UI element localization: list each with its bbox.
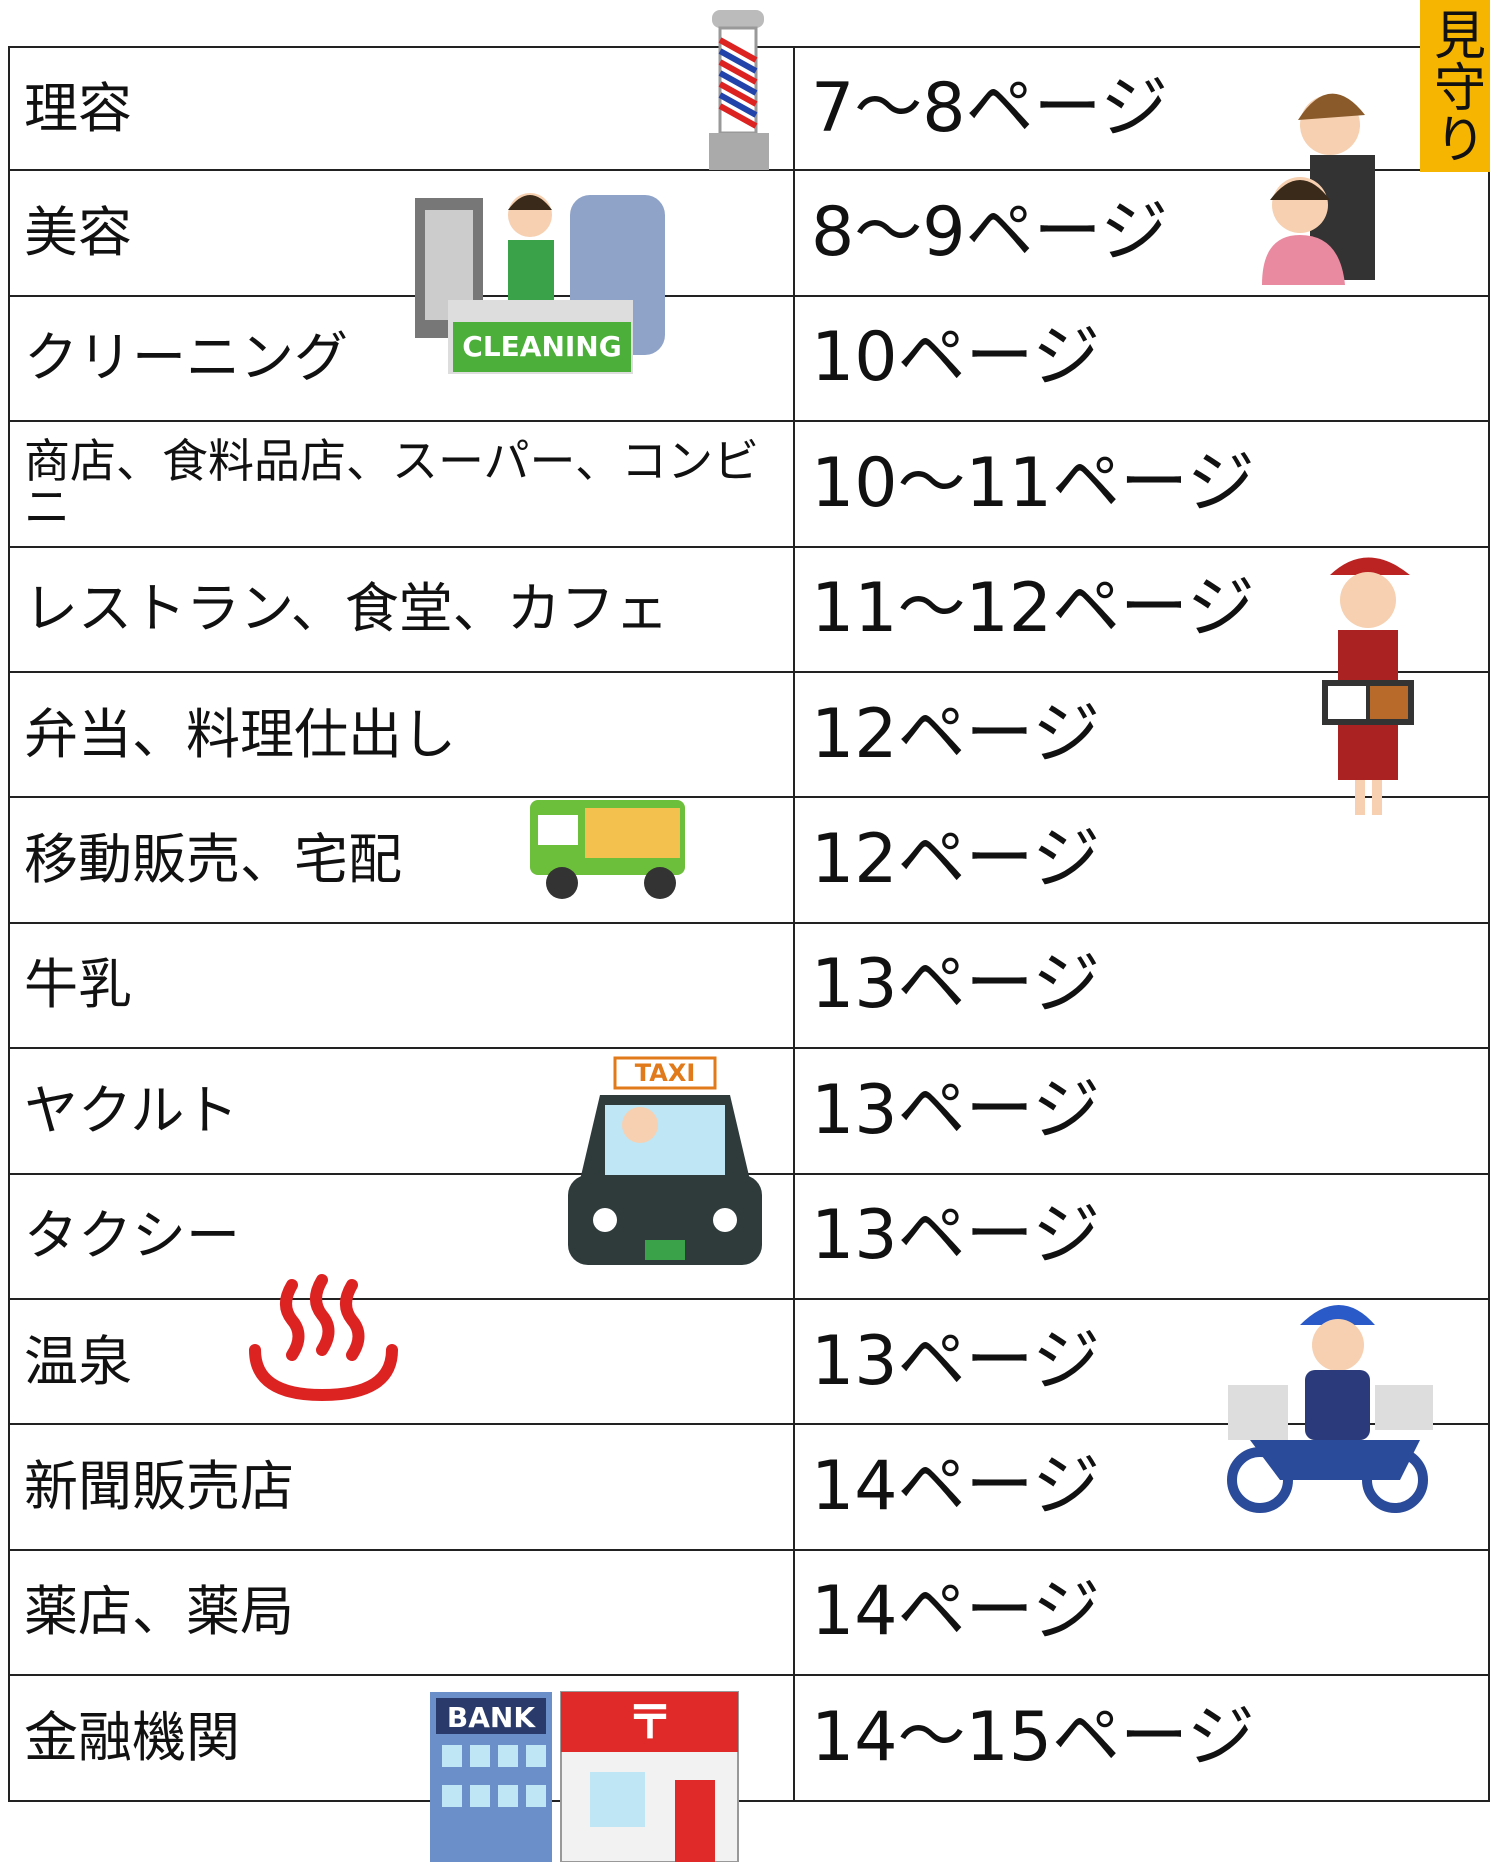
page-cell: 13ページ bbox=[793, 1298, 1490, 1426]
page-cell: 13ページ bbox=[793, 921, 1490, 1050]
service-cell: 新聞販売店 bbox=[8, 1423, 795, 1551]
service-cell: 薬店、薬局 bbox=[8, 1548, 795, 1677]
page-cell: 11～12ページ bbox=[793, 545, 1490, 673]
page-cell: 13ページ bbox=[793, 1172, 1490, 1300]
service-cell: 移動販売、宅配 bbox=[8, 796, 795, 924]
service-cell: レストラン、食堂、カフェ bbox=[8, 545, 795, 673]
page-cell: 14ページ bbox=[793, 1548, 1490, 1677]
service-cell: ヤクルト bbox=[8, 1047, 795, 1175]
service-cell: 牛乳 bbox=[8, 921, 795, 1050]
service-cell: 美容 bbox=[8, 169, 795, 297]
service-cell: 商店、食料品店、スーパー、コンビニ bbox=[8, 420, 795, 548]
page-cell: 8～9ページ bbox=[793, 169, 1490, 297]
page-cell: 10～11ページ bbox=[793, 420, 1490, 548]
page-cell: 14～15ページ bbox=[793, 1674, 1490, 1802]
page-cell: 14ページ bbox=[793, 1423, 1490, 1551]
tag: 見守り bbox=[1420, 0, 1490, 172]
service-cell: 理容 bbox=[8, 46, 795, 172]
service-cell: 温泉 bbox=[8, 1298, 795, 1426]
service-cell: クリーニング bbox=[8, 294, 795, 423]
service-cell: タクシー bbox=[8, 1172, 795, 1300]
service-cell: 金融機関 bbox=[8, 1674, 795, 1802]
page-cell: 12ページ bbox=[793, 796, 1490, 924]
page-cell: 10ページ bbox=[793, 294, 1490, 423]
page-cell: 13ページ bbox=[793, 1047, 1490, 1175]
page-cell: 7～8ページ bbox=[793, 46, 1490, 172]
service-cell: 弁当、料理仕出し bbox=[8, 671, 795, 799]
page-cell: 12ページ bbox=[793, 671, 1490, 799]
